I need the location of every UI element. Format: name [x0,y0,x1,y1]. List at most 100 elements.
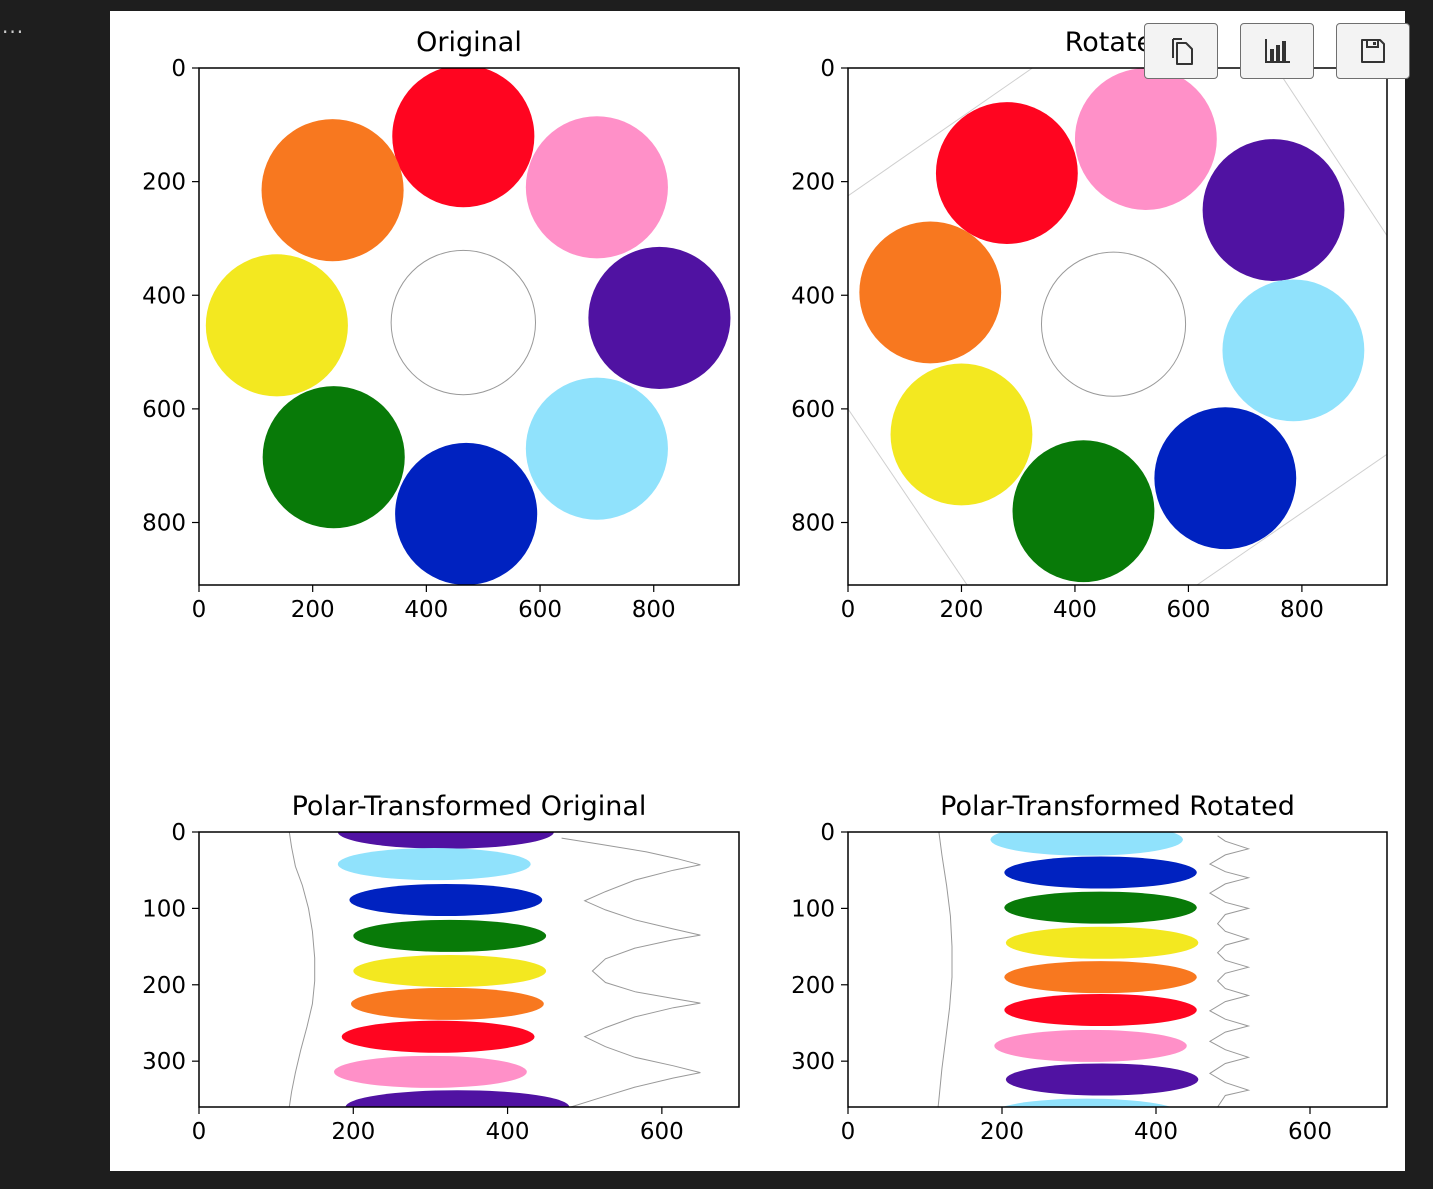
cyan-ellipse [1002,1098,1172,1107]
y-tick-label: 800 [791,511,835,537]
outline-curve-1 [937,832,953,1107]
pink-ellipse [994,1029,1187,1062]
cyan-circle [1222,279,1365,422]
figure-svg: 0 200 400 600 800 0 200 400 600 800 Original 0 200 40… [142,27,1388,1145]
y-tick-label: 800 [142,511,186,537]
yellow-circle [205,254,348,397]
save-button[interactable] [1336,23,1410,79]
x-tick-label: 600 [1166,597,1210,623]
blue-ellipse [349,883,543,917]
y-tick-label: 200 [142,973,186,999]
y-tick-label: 600 [142,397,186,423]
red-ellipse [341,1020,535,1053]
outline-curve-2 [1208,835,1251,1107]
x-tick-label: 800 [632,597,676,623]
blue-circle [1154,407,1297,550]
red-circle [935,102,1078,245]
y-tick-label: 0 [820,820,835,846]
x-tick-label: 0 [192,597,207,623]
y-tick-label: 600 [791,397,835,423]
rotation-border-line [848,408,968,585]
plot-area [848,68,1387,585]
subplot-1: 0 200 400 600 800 0 200 400 600 800 Original [142,27,740,623]
orange-circle [261,119,404,262]
green-circle [1012,440,1155,583]
red-circle [392,68,535,208]
x-tick-label: 0 [841,597,856,623]
cyan-ellipse [990,832,1183,856]
plot-area [848,832,1387,1107]
green-circle [262,386,405,529]
y-tick-label: 400 [142,283,186,309]
orange-ellipse [350,987,544,1020]
pink-circle [525,116,668,259]
y-tick-label: 0 [171,820,186,846]
x-tick-label: 0 [192,1119,207,1145]
green-ellipse [1004,891,1197,924]
subplot-title: Original [416,27,522,58]
orange-ellipse [1004,961,1197,994]
axes-frame [847,67,1388,586]
bar-chart-icon [1265,39,1290,63]
yellow-circle [890,363,1033,506]
y-tick-label: 200 [791,973,835,999]
subplot-title: Polar-Transformed Original [292,791,647,822]
chart-button[interactable] [1240,23,1314,79]
red-ellipse [1004,993,1197,1027]
orange-circle [859,221,1002,364]
rotation-border-line [1196,453,1387,585]
subplot-title: Polar-Transformed Rotated [940,791,1295,822]
x-tick-label: 200 [331,1119,375,1145]
more-menu-icon[interactable]: ... [2,14,25,38]
cyan-ellipse [337,848,531,881]
x-tick-label: 0 [841,1119,856,1145]
save-icon [1361,39,1385,63]
yellow-ellipse [1005,926,1199,959]
y-tick-label: 200 [142,170,186,196]
purple-circle [1202,139,1345,281]
y-tick-label: 100 [142,896,186,922]
blue-ellipse [1004,856,1197,889]
y-tick-label: 400 [791,283,835,309]
x-tick-label: 200 [980,1119,1024,1145]
x-tick-label: 400 [1053,597,1097,623]
x-tick-label: 600 [518,597,562,623]
x-tick-label: 600 [640,1119,684,1145]
subplot-3: 0 200 400 600 0 100 200 300 Polar-Transformed Or… [142,791,740,1145]
x-tick-label: 600 [1288,1119,1332,1145]
purple-circle [588,246,731,390]
plot-area [199,832,739,1107]
x-tick-label: 400 [1134,1119,1178,1145]
purple-ellipse [337,832,554,849]
plot-area [199,68,739,585]
outline-curve-2 [561,837,701,1107]
y-tick-label: 200 [791,170,835,196]
subplot-4: 0 200 400 600 0 100 200 300 Polar-Transformed Ro… [791,791,1388,1145]
y-tick-label: 0 [820,56,835,82]
figure-canvas: 0 200 400 600 800 0 200 400 600 800 Original 0 200 40… [110,11,1405,1171]
copy-icon [1172,38,1193,65]
purple-ellipse [345,1090,570,1107]
outline-circle [390,249,537,396]
x-tick-label: 200 [291,597,335,623]
x-tick-label: 400 [486,1119,530,1145]
axes-frame [847,831,1388,1108]
green-ellipse [353,919,547,952]
x-tick-label: 800 [1280,597,1324,623]
x-tick-label: 200 [940,597,984,623]
copy-button[interactable] [1144,23,1218,79]
blue-circle [395,442,538,585]
yellow-ellipse [353,954,547,988]
rotation-border-line [1275,68,1387,236]
pink-ellipse [334,1055,527,1088]
cyan-circle [525,377,668,520]
pink-circle [1074,68,1217,210]
y-tick-label: 0 [171,56,186,82]
outline-circle [1040,251,1187,397]
outline-curve-1 [288,832,316,1107]
y-tick-label: 100 [791,896,835,922]
purple-ellipse [1005,1063,1199,1096]
axes-frame [198,831,740,1108]
x-tick-label: 400 [404,597,448,623]
